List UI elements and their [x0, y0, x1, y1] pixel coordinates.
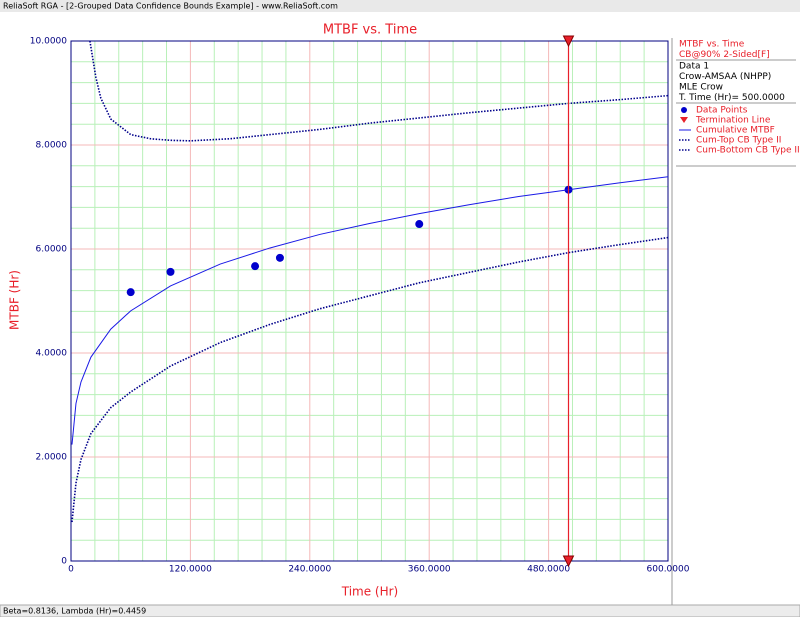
title-bar	[0, 0, 800, 12]
legend-header: Data 1	[679, 62, 709, 72]
legend-header: T. Time (Hr)= 500.0000	[678, 93, 785, 103]
y-tick-label: 0	[61, 557, 67, 567]
x-tick-label: 0	[68, 565, 74, 575]
legend-header: MLE Crow	[679, 83, 723, 93]
legend-header: MTBF vs. Time	[679, 40, 745, 50]
termination-marker	[562, 555, 575, 568]
x-tick-label: 360.0000	[408, 565, 451, 575]
data-point	[251, 262, 260, 271]
plot-frame	[70, 40, 669, 562]
series-line	[71, 176, 668, 445]
termination-marker	[562, 35, 575, 48]
data-point	[126, 288, 135, 297]
legend-header: CB@90% 2-Sided[F]	[679, 50, 770, 60]
legend-label: Data Points	[696, 106, 748, 116]
x-axis-label: Time (Hr)	[341, 585, 399, 599]
legend-label: Termination Line	[695, 116, 771, 126]
x-tick-label: 600.0000	[647, 565, 690, 575]
data-point	[415, 220, 424, 229]
y-tick-label: 2.0000	[36, 453, 68, 463]
x-tick-label: 120.0000	[169, 565, 212, 575]
x-tick-label: 240.0000	[288, 565, 331, 575]
y-axis-label: MTBF (Hr)	[8, 270, 22, 330]
y-tick-label: 10.0000	[30, 37, 67, 47]
legend-header: Crow-AMSAA (NHPP)	[679, 72, 771, 82]
data-point	[275, 253, 284, 262]
y-tick-label: 4.0000	[36, 349, 68, 359]
y-tick-label: 8.0000	[36, 141, 68, 151]
series-line	[71, 236, 668, 523]
data-point	[166, 267, 175, 276]
legend-symbol	[680, 117, 688, 123]
window-title: ReliaSoft RGA - [2-Grouped Data Confiden…	[3, 2, 338, 11]
legend-label: Cum-Top CB Type II	[696, 136, 781, 146]
status-bar	[0, 604, 800, 617]
y-tick-label: 6.0000	[36, 245, 68, 255]
status-text: Beta=0.8136, Lambda (Hr)=0.4459	[3, 607, 146, 616]
legend-label: Cum-Bottom CB Type II	[696, 146, 800, 156]
x-tick-label: 480.0000	[527, 565, 570, 575]
legend-symbol	[681, 107, 687, 113]
series-line	[89, 41, 668, 142]
chart-title: MTBF vs. Time	[323, 23, 417, 38]
legend-label: Cumulative MTBF	[696, 126, 775, 136]
